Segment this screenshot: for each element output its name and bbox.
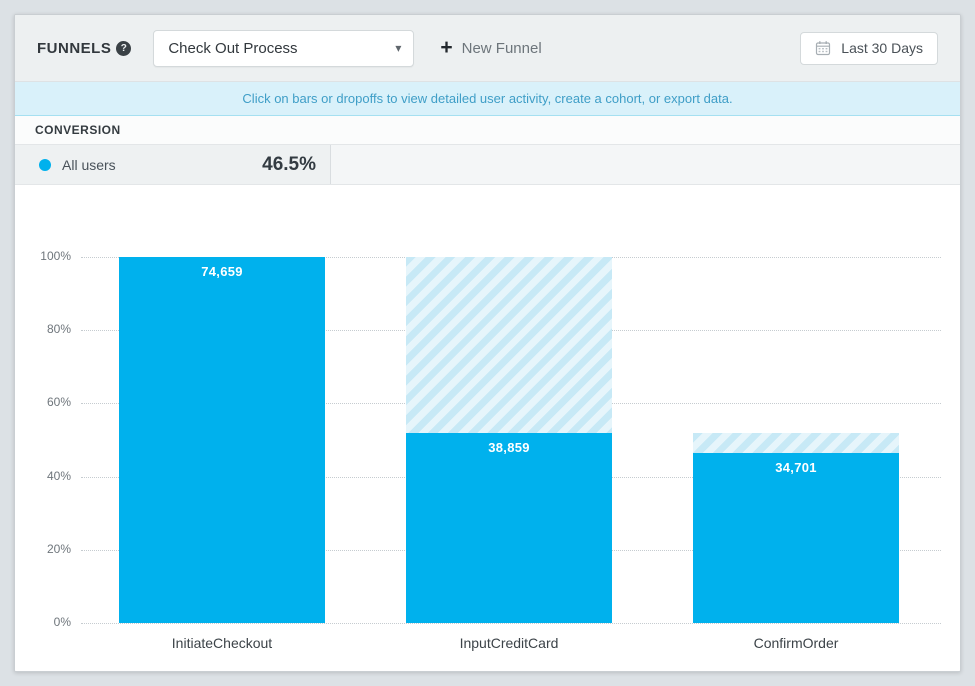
toolbar: FUNNELS ? Check Out Process ▾ + New Funn… [15, 15, 960, 82]
x-axis-label: InputCreditCard [459, 635, 559, 651]
y-tick-label: 0% [53, 615, 71, 629]
series-dot [39, 158, 51, 171]
funnel-report-card: FUNNELS ? Check Out Process ▾ + New Funn… [14, 14, 961, 672]
x-axis-label: InitiateCheckout [171, 635, 273, 651]
help-icon[interactable]: ? [116, 40, 132, 56]
funnel-select[interactable]: Check Out Process ▾ [153, 29, 415, 67]
bar-dropoff-segment[interactable] [693, 432, 899, 453]
funnel-chart: 100% 80% 60% 40% 20% 0% 74,659 InitiateCheckout… [15, 185, 960, 671]
gridline [81, 623, 941, 624]
legend-row: All users 46.5% [15, 145, 960, 185]
y-tick-label: 60% [46, 395, 71, 410]
page-title: FUNNELS [37, 39, 112, 57]
funnel-select-value: Check Out Process [168, 39, 298, 57]
conversion-title: CONVERSION [35, 123, 121, 137]
funnel-bar[interactable]: 74,659 [119, 257, 325, 623]
bar-value-label: 34,701 [775, 459, 817, 475]
bar-value-label: 74,659 [201, 264, 243, 279]
plus-icon: + [440, 35, 453, 59]
x-axis-label: ConfirmOrder [753, 635, 839, 651]
y-tick-label: 20% [46, 541, 71, 556]
calendar-icon [816, 41, 831, 56]
chevron-down-icon: ▾ [395, 41, 402, 55]
overall-conversion-value: 46.5% [262, 153, 316, 175]
series-label: All users [62, 156, 116, 173]
funnel-bar[interactable]: 38,859 [406, 432, 612, 623]
new-funnel-button[interactable]: + New Funnel [440, 35, 542, 59]
bar-dropoff-segment[interactable] [406, 257, 612, 433]
y-tick-label: 100% [40, 249, 71, 263]
y-tick-label: 80% [46, 322, 71, 337]
funnel-bar[interactable]: 34,701 [693, 452, 899, 623]
y-tick-label: 40% [46, 468, 71, 483]
legend-all-users[interactable]: All users 46.5% [15, 145, 331, 184]
conversion-header: CONVERSION [15, 116, 960, 145]
new-funnel-label: New Funnel [461, 39, 542, 57]
date-range-button[interactable]: Last 30 Days [800, 31, 938, 65]
bar-value-label: 38,859 [488, 439, 530, 455]
plot-area: 100% 80% 60% 40% 20% 0% 74,659 InitiateCheckout… [40, 249, 941, 651]
legend-row-spacer [331, 145, 960, 184]
date-range-label: Last 30 Days [841, 40, 923, 56]
info-banner: Click on bars or dropoffs to view detail… [15, 82, 960, 116]
info-banner-text: Click on bars or dropoffs to view detail… [242, 91, 733, 106]
